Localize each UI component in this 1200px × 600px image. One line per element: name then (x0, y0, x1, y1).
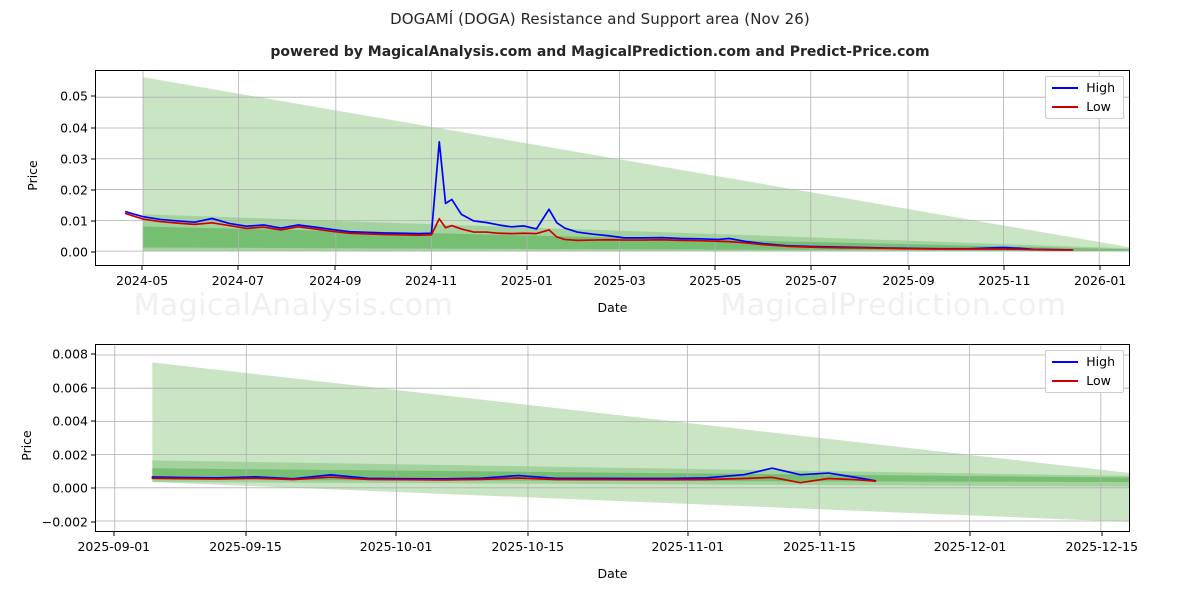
page-title: DOGAMÍ (DOGA) Resistance and Support are… (390, 10, 810, 28)
legend-label-low: Low (1086, 98, 1111, 114)
x-tick-mark (527, 532, 529, 536)
x-tick-mark (141, 266, 143, 270)
overview-legend: High Low (1045, 76, 1124, 119)
x-tick-label: 2025-12-15 (1065, 539, 1139, 554)
overview-plot-area (95, 70, 1130, 266)
zoom-plot-svg (96, 345, 1129, 531)
legend-label-high: High (1086, 80, 1115, 95)
y-tick-mark (91, 127, 95, 129)
x-tick-label: 2024-09 (309, 273, 362, 288)
legend-swatch-high-zoom (1052, 361, 1079, 364)
x-tick-mark (619, 266, 621, 270)
x-tick-label: 2025-11-01 (651, 539, 725, 554)
y-tick-mark (91, 220, 95, 222)
x-tick-label: 2025-12-01 (933, 539, 1007, 554)
y-tick-mark (91, 353, 95, 355)
legend-label-low-zoom: Low (1086, 372, 1111, 388)
y-tick-mark (91, 420, 95, 422)
y-tick-mark (91, 454, 95, 456)
x-tick-mark (908, 266, 910, 270)
y-tick-label: 0.004 (52, 413, 88, 429)
legend-swatch-high (1052, 87, 1079, 90)
legend-entry-low-zoom: Low (1052, 372, 1115, 388)
x-tick-label: 2025-05 (689, 273, 742, 288)
x-tick-mark (1101, 532, 1103, 536)
legend-swatch-low (1052, 105, 1079, 108)
y-tick-label: 0.00 (60, 244, 88, 260)
series-line-low (152, 477, 875, 482)
y-tick-mark (91, 251, 95, 253)
series-line-high (152, 468, 875, 481)
y-tick-label: 0.006 (52, 380, 88, 396)
x-tick-label: 2025-11 (978, 273, 1031, 288)
x-tick-label: 2025-09-01 (77, 539, 151, 554)
y-tick-mark (91, 189, 95, 191)
y-tick-label: −0.002 (41, 514, 88, 530)
y-tick-label: 0.02 (60, 182, 88, 198)
y-tick-label: 0.05 (60, 88, 88, 104)
x-tick-label: 2026-01 (1074, 273, 1127, 288)
x-tick-mark (334, 266, 336, 270)
x-tick-label: 2025-11-15 (783, 539, 856, 554)
overview-y-axis-label: Price (24, 160, 40, 191)
x-tick-label: 2025-01 (500, 273, 554, 288)
zoom-x-axis-label: Date (597, 566, 628, 581)
x-tick-mark (237, 266, 239, 270)
legend-entry-low: Low (1052, 98, 1115, 114)
x-tick-label: 2025-03 (593, 273, 646, 288)
x-tick-mark (245, 532, 247, 536)
x-tick-mark (395, 532, 397, 536)
x-tick-label: 2025-10-15 (491, 539, 565, 554)
zoom-y-axis-label: Price (18, 430, 34, 461)
y-tick-label: 0.008 (52, 346, 88, 362)
x-tick-label: 2025-07 (785, 273, 838, 288)
y-tick-label: 0.002 (52, 447, 88, 463)
y-tick-mark (91, 95, 95, 97)
y-tick-mark (91, 158, 95, 160)
x-tick-label: 2024-07 (211, 273, 265, 288)
legend-swatch-low-zoom (1052, 379, 1079, 382)
overview-plot-svg (96, 71, 1129, 265)
x-tick-label: 2024-11 (404, 273, 458, 288)
series-line-low (126, 214, 1073, 250)
x-tick-mark (1099, 266, 1101, 270)
x-tick-mark (526, 266, 528, 270)
zoom-plot-area (95, 344, 1130, 532)
x-tick-mark (430, 266, 432, 270)
x-tick-mark (969, 532, 971, 536)
legend-entry-high-zoom: High (1052, 354, 1115, 369)
x-tick-label: 2024-05 (115, 273, 169, 288)
x-tick-mark (819, 532, 820, 536)
y-tick-mark (91, 387, 95, 389)
x-tick-label: 2025-10-01 (359, 539, 433, 554)
legend-label-high-zoom: High (1086, 354, 1115, 369)
page-subtitle: powered by MagicalAnalysis.com and Magic… (270, 44, 930, 60)
y-tick-label: 0.03 (60, 151, 88, 167)
x-tick-label: 2025-09-15 (209, 539, 282, 554)
y-tick-mark (91, 521, 95, 523)
x-tick-mark (810, 266, 812, 270)
x-tick-mark (113, 532, 115, 536)
zoom-legend: High Low (1045, 350, 1124, 393)
overview-x-axis-label: Date (597, 300, 628, 315)
y-tick-label: 0.000 (52, 480, 88, 496)
x-tick-mark (1003, 266, 1005, 270)
x-tick-label: 2025-09 (882, 273, 935, 288)
x-tick-mark (687, 532, 689, 536)
y-tick-mark (91, 487, 95, 489)
zoom-chart-panel: Price High Low Date −0.002 0.000 0.002 0.00… (19, 344, 1138, 581)
y-tick-label: 0.04 (60, 120, 88, 136)
band-outer-resistance (143, 77, 1129, 252)
band-outer-cone (152, 362, 1129, 522)
y-tick-label: 0.01 (60, 213, 88, 229)
x-tick-mark (714, 266, 716, 270)
overview-chart-panel: Price High Low Date 0.00 0.01 0.02 0.03 0.04… (25, 70, 1130, 315)
legend-entry-high: High (1052, 80, 1115, 95)
